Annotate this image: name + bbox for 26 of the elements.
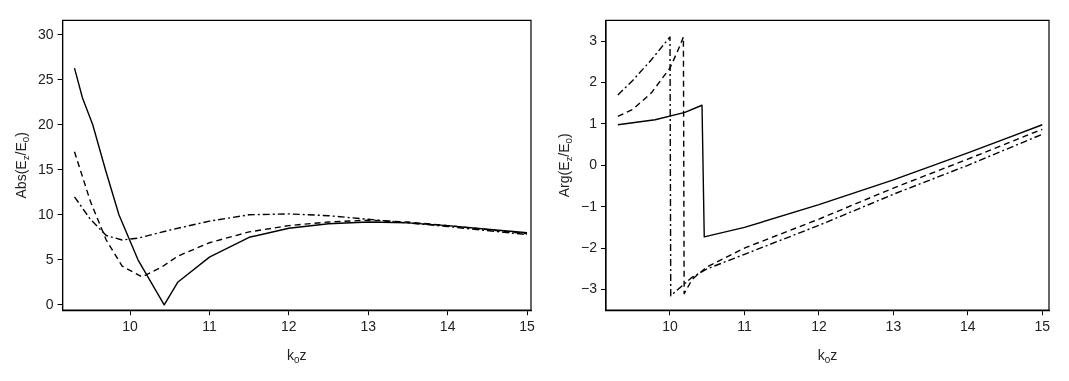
y-tick-label: −3: [580, 280, 598, 297]
x-tick-label: 10: [662, 318, 678, 335]
x-tick-label: 15: [519, 318, 536, 335]
y-tick-label: −1: [580, 197, 598, 214]
y-tick-label: 20: [37, 115, 54, 132]
x-tick-label: 15: [1034, 318, 1051, 335]
y-tick-label: 30: [37, 25, 54, 42]
y-tick-label: 3: [589, 31, 598, 48]
y-tick-label: 15: [37, 160, 54, 177]
y-tick-label: 5: [45, 250, 54, 267]
x-tick-label: 13: [885, 318, 902, 335]
y-tick-label: 0: [589, 156, 598, 173]
y-tick-label: −2: [580, 238, 598, 255]
x-tick-label: 11: [202, 318, 217, 335]
y-tick-label: 1: [589, 114, 598, 131]
x-tick-label: 14: [960, 318, 976, 335]
x-tick-label: 12: [281, 318, 297, 335]
x-tick-label: 13: [360, 318, 377, 335]
x-tick-label: 10: [122, 318, 139, 335]
y-tick-label: 0: [45, 295, 54, 312]
x-tick-label: 14: [439, 318, 456, 335]
x-tick-label: 11: [737, 318, 752, 335]
y-tick-label: 10: [37, 205, 54, 222]
y-tick-label: 2: [589, 73, 598, 90]
y-tick-label: 25: [37, 70, 54, 87]
x-tick-label: 12: [811, 318, 827, 335]
